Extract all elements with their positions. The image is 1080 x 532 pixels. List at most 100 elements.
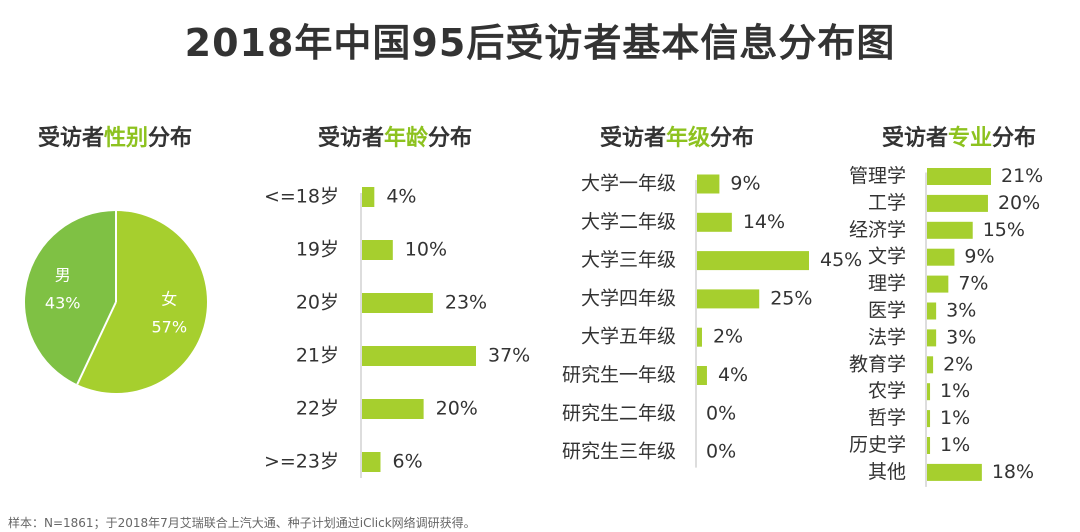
major-bar bbox=[927, 168, 991, 185]
age-bar bbox=[362, 187, 375, 207]
age-category-label: 21岁 bbox=[296, 345, 339, 367]
grade-bar bbox=[697, 174, 720, 194]
grade-subtitle: 受访者年级分布 bbox=[600, 120, 754, 152]
age-subtitle-post: 分布 bbox=[428, 126, 473, 151]
age-bar bbox=[362, 293, 433, 313]
pie-value-male: 43% bbox=[45, 294, 81, 313]
age-subtitle-pre: 受访者 bbox=[318, 126, 385, 151]
major-bar bbox=[927, 221, 973, 239]
page-title: 2018年中国95后受访者基本信息分布图 bbox=[184, 21, 896, 65]
grade-category-label: 研究生二年级 bbox=[562, 402, 676, 424]
major-bar bbox=[927, 356, 934, 374]
major-category-label: 工学 bbox=[868, 192, 906, 214]
major-value-label: 21% bbox=[1001, 165, 1043, 187]
major-category-label: 教育学 bbox=[849, 353, 906, 375]
major-bar bbox=[927, 248, 955, 266]
major-category-label: 文学 bbox=[868, 246, 906, 268]
age-category-label: 20岁 bbox=[296, 292, 339, 314]
grade-subtitle-post: 分布 bbox=[710, 126, 755, 151]
grade-bar bbox=[697, 251, 809, 271]
grade-category-label: 大学三年级 bbox=[581, 249, 676, 271]
major-bar bbox=[927, 410, 931, 428]
age-subtitle: 受访者年龄分布 bbox=[318, 120, 472, 152]
age-bar bbox=[362, 452, 381, 472]
age-subtitle-highlight: 年龄 bbox=[384, 126, 429, 151]
grade-value-label: 14% bbox=[743, 211, 785, 233]
grade-category-label: 大学二年级 bbox=[581, 211, 676, 233]
grade-value-label: 9% bbox=[730, 173, 760, 195]
major-category-label: 经济学 bbox=[849, 219, 906, 241]
age-value-label: 10% bbox=[405, 239, 447, 261]
major-bar bbox=[927, 275, 949, 293]
major-category-label: 法学 bbox=[868, 326, 906, 348]
age-value-label: 37% bbox=[488, 345, 530, 367]
major-category-label: 哲学 bbox=[868, 407, 906, 429]
age-category-label: 22岁 bbox=[296, 398, 339, 420]
grade-subtitle-highlight: 年级 bbox=[666, 126, 711, 151]
major-value-label: 20% bbox=[998, 192, 1040, 214]
major-bar bbox=[927, 437, 931, 454]
major-subtitle-pre: 受访者 bbox=[882, 126, 949, 151]
major-value-label: 1% bbox=[940, 434, 970, 456]
major-category-label: 理学 bbox=[868, 273, 906, 295]
major-value-label: 9% bbox=[964, 246, 994, 268]
pie-slice-male bbox=[25, 211, 117, 385]
major-subtitle: 受访者专业分布 bbox=[882, 120, 1036, 152]
age-value-label: 23% bbox=[445, 292, 487, 314]
major-subtitle-highlight: 专业 bbox=[948, 126, 993, 151]
age-value-label: 20% bbox=[436, 398, 478, 420]
grade-category-label: 大学五年级 bbox=[581, 326, 676, 348]
age-bar bbox=[362, 240, 393, 260]
grade-category-label: 大学四年级 bbox=[581, 287, 676, 309]
gender-subtitle-highlight: 性别 bbox=[104, 126, 149, 151]
age-bar bbox=[362, 399, 424, 419]
major-bar bbox=[927, 329, 937, 347]
grade-bar bbox=[697, 289, 760, 309]
major-value-label: 18% bbox=[992, 461, 1034, 483]
pie-label-male: 男 bbox=[55, 266, 71, 285]
major-category-label: 农学 bbox=[868, 380, 906, 402]
grade-subtitle-pre: 受访者 bbox=[600, 126, 667, 151]
major-value-label: 2% bbox=[943, 353, 973, 375]
grade-bar bbox=[697, 327, 702, 347]
major-subtitle-post: 分布 bbox=[992, 126, 1037, 151]
grade-category-label: 大学一年级 bbox=[581, 173, 676, 195]
grade-bar bbox=[697, 212, 732, 232]
pie-label-female: 女 bbox=[161, 289, 177, 308]
footnote: 样本：N=1861；于2018年7月艾瑞联合上汽大通、种子计划通过iClick网… bbox=[8, 516, 476, 530]
major-category-label: 其他 bbox=[868, 461, 906, 483]
major-value-label: 15% bbox=[983, 219, 1025, 241]
major-bar bbox=[927, 194, 988, 212]
grade-bar bbox=[697, 366, 707, 385]
grade-category-label: 研究生一年级 bbox=[562, 364, 676, 386]
pie-divider bbox=[76, 301, 117, 385]
grade-value-label: 0% bbox=[706, 441, 736, 463]
gender-subtitle: 受访者性别分布 bbox=[38, 120, 192, 152]
major-category-label: 历史学 bbox=[849, 434, 906, 456]
grade-category-label: 研究生三年级 bbox=[562, 441, 676, 463]
major-value-label: 1% bbox=[940, 407, 970, 429]
age-category-label: 19岁 bbox=[296, 239, 339, 261]
grade-value-label: 4% bbox=[718, 364, 748, 386]
major-bar bbox=[927, 463, 982, 481]
grade-value-label: 45% bbox=[820, 249, 862, 271]
grade-value-label: 2% bbox=[713, 326, 743, 348]
grade-value-label: 0% bbox=[706, 402, 736, 424]
major-category-label: 医学 bbox=[868, 300, 906, 322]
age-value-label: 4% bbox=[386, 186, 416, 208]
major-value-label: 3% bbox=[946, 300, 976, 322]
major-value-label: 7% bbox=[958, 273, 988, 295]
age-bar bbox=[362, 346, 476, 366]
pie-value-female: 57% bbox=[152, 317, 188, 336]
major-bar bbox=[927, 302, 937, 320]
age-value-label: 6% bbox=[392, 451, 422, 473]
major-value-label: 3% bbox=[946, 326, 976, 348]
age-category-label: <=18岁 bbox=[264, 186, 339, 208]
major-value-label: 1% bbox=[940, 380, 970, 402]
pie-slice-female bbox=[77, 211, 208, 393]
age-category-label: >=23岁 bbox=[264, 451, 339, 473]
gender-subtitle-post: 分布 bbox=[148, 126, 193, 151]
gender-subtitle-pre: 受访者 bbox=[38, 126, 105, 151]
major-category-label: 管理学 bbox=[849, 165, 906, 187]
